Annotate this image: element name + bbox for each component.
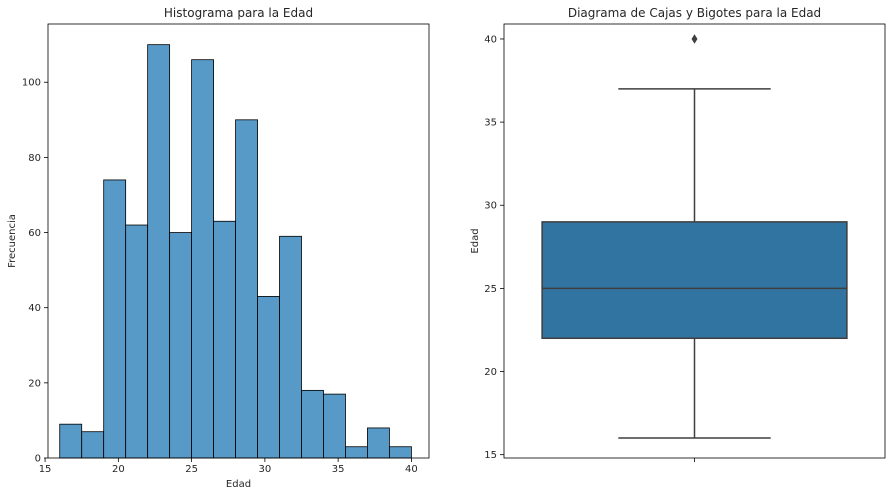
- histogram-y-tick-label: 60: [28, 228, 41, 239]
- histogram-bar: [81, 431, 105, 459]
- histogram-x-tick-label: 40: [405, 464, 418, 475]
- boxplot-y-tick-label: 25: [484, 284, 497, 295]
- histogram-y-axis-title: Frecuencia: [7, 214, 18, 268]
- boxplot-outlier-point: [691, 34, 698, 44]
- histogram-x-tick-label: 25: [185, 464, 198, 475]
- histogram-bar: [103, 179, 127, 459]
- histogram-chart: Histograma para la Edad 15 20 25 30 35 40 0 20…: [7, 6, 430, 490]
- boxplot-title: Diagrama de Cajas y Bigotes para la Edad: [568, 6, 821, 20]
- histogram-x-ticks: 15 20 25 30 35 40: [39, 458, 418, 475]
- boxplot-y-tick-label: 20: [484, 367, 497, 378]
- histogram-x-axis-title: Edad: [226, 479, 251, 490]
- histogram-bar: [257, 296, 280, 459]
- histogram-y-tick-label: 40: [28, 303, 41, 314]
- boxplot-elements: [541, 34, 848, 439]
- boxplot-box: [541, 221, 848, 340]
- histogram-bar: [169, 232, 193, 459]
- histogram-x-tick-label: 20: [112, 464, 125, 475]
- histogram-bar: [345, 446, 368, 459]
- histogram-y-tick-label: 20: [28, 378, 41, 389]
- histogram-x-tick-label: 15: [39, 464, 52, 475]
- histogram-bar: [59, 423, 83, 459]
- boxplot-y-axis-title: Edad: [470, 228, 481, 253]
- histogram-y-tick-label: 80: [28, 153, 41, 164]
- histogram-bar: [213, 220, 236, 459]
- histogram-title: Histograma para la Edad: [164, 6, 313, 20]
- boxplot-y-tick-label: 40: [484, 34, 497, 45]
- histogram-bar: [191, 59, 214, 459]
- boxplot-y-ticks: 15 20 25 30 35 40: [484, 34, 504, 461]
- histogram-bar: [235, 119, 258, 459]
- histogram-x-tick-label: 35: [332, 464, 345, 475]
- histogram-bar: [279, 235, 302, 459]
- histogram-bar: [389, 446, 412, 459]
- boxplot-y-tick-label: 15: [484, 450, 497, 461]
- histogram-bar: [301, 389, 324, 459]
- histogram-plot-frame: [47, 23, 430, 459]
- boxplot-y-tick-label: 30: [484, 201, 497, 212]
- histogram-y-tick-label: 0: [35, 454, 41, 465]
- boxplot-y-tick-label: 35: [484, 118, 497, 129]
- histogram-bars: [59, 44, 412, 459]
- histogram-bar: [367, 427, 390, 459]
- histogram-bar: [323, 393, 346, 459]
- boxplot-chart: Diagrama de Cajas y Bigotes para la Edad…: [470, 6, 886, 462]
- histogram-x-tick-label: 30: [259, 464, 272, 475]
- histogram-y-ticks: 0 20 40 60 80 100: [22, 78, 48, 465]
- histogram-bar: [147, 44, 171, 459]
- histogram-bar: [125, 224, 149, 459]
- histogram-y-tick-label: 100: [22, 78, 41, 89]
